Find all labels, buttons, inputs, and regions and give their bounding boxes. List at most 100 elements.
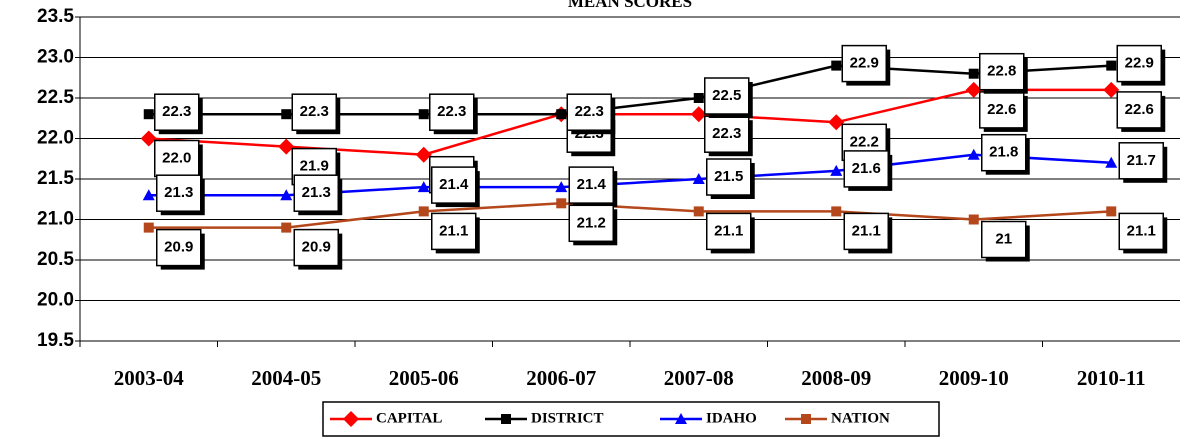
data-label: 22.8: [987, 63, 1016, 80]
marker: [1106, 206, 1117, 217]
data-label: 22.5: [712, 87, 741, 104]
marker: [556, 109, 567, 120]
x-tick-label: 2004-05: [251, 366, 321, 390]
y-tick-label: 22.5: [37, 87, 74, 108]
marker: [555, 181, 568, 193]
label-box: [568, 204, 614, 243]
label-box: [979, 52, 1025, 91]
data-label: 22.6: [987, 101, 1016, 118]
label-box: [154, 139, 200, 178]
data-label: 21.3: [164, 184, 193, 201]
marker: [280, 189, 293, 201]
y-tick-label: 21.0: [37, 209, 74, 230]
label-box: [431, 166, 477, 204]
marker: [1106, 60, 1117, 71]
marker: [418, 109, 429, 120]
marker: [281, 222, 292, 233]
marker: [965, 81, 982, 98]
data-label: 22.6: [1125, 101, 1154, 118]
data-label: 22.2: [850, 133, 879, 150]
data-label: 22.3: [712, 125, 741, 142]
marker: [418, 206, 429, 217]
data-label: 22.3: [437, 103, 466, 120]
label-box: [841, 44, 887, 83]
data-label: 21.1: [714, 222, 743, 239]
y-tick-label: 21.5: [37, 168, 74, 189]
data-label: 21.1: [439, 222, 468, 239]
label-box: [1116, 44, 1162, 83]
legend-label: CAPITAL: [376, 410, 442, 426]
marker: [693, 206, 704, 217]
data-label: 21.1: [852, 222, 881, 239]
marker: [1105, 156, 1118, 168]
marker: [343, 411, 359, 427]
label-box: [843, 212, 889, 251]
label-box: [704, 77, 750, 115]
label-box: [293, 174, 339, 212]
data-label: 21.1: [1127, 222, 1156, 239]
marker: [501, 414, 511, 424]
y-tick-label: 20.5: [37, 249, 74, 270]
x-tick-label: 2010-11: [1077, 366, 1146, 390]
data-label: 21.3: [302, 184, 331, 201]
marker: [675, 413, 687, 424]
label-box: [706, 212, 752, 251]
x-tick-label: 2009-10: [939, 366, 1009, 390]
data-label: 20.9: [164, 239, 193, 256]
marker: [556, 198, 567, 209]
chart-title: MEAN SCORES: [568, 0, 692, 11]
data-label: 22.0: [162, 149, 191, 166]
label-box: [156, 174, 202, 212]
label-box: [706, 158, 752, 196]
label-box: [1118, 212, 1164, 251]
y-tick-label: 19.5: [37, 330, 74, 351]
label-box: [704, 115, 750, 153]
data-label: 22.3: [300, 103, 329, 120]
y-tick-label: 22.0: [37, 128, 74, 149]
y-tick-label: 23.0: [37, 47, 74, 68]
legend-label: IDAHO: [706, 410, 757, 426]
data-label: 21.4: [439, 176, 469, 193]
label-box: [1118, 142, 1164, 180]
marker: [278, 138, 295, 155]
data-label: 21.5: [714, 168, 743, 185]
label-box: [429, 93, 475, 131]
label-box: [979, 91, 1025, 129]
series-line: [148, 202, 1112, 229]
data-label: 21: [995, 230, 1012, 247]
marker: [415, 146, 432, 163]
marker: [692, 173, 705, 184]
label-box: [568, 166, 614, 204]
data-label: 21.8: [989, 144, 1018, 161]
data-label: 22.9: [850, 55, 879, 72]
marker: [417, 181, 430, 193]
legend-label: NATION: [831, 410, 890, 426]
data-label: 22.3: [575, 103, 604, 120]
data-label: 21.7: [1127, 152, 1156, 169]
marker: [142, 189, 155, 201]
data-label: 22.3: [162, 103, 191, 120]
marker: [967, 148, 980, 160]
label-box: [293, 228, 339, 267]
label-box: [291, 93, 337, 131]
marker: [801, 414, 811, 424]
label-box: [1116, 91, 1162, 129]
marker: [143, 222, 154, 233]
legend-label: DISTRICT: [531, 410, 604, 426]
data-label: 21.6: [852, 160, 881, 177]
data-label: 21.9: [300, 158, 329, 175]
label-box: [431, 212, 477, 251]
label-box: [154, 93, 200, 131]
marker: [690, 106, 707, 123]
marker: [693, 93, 704, 103]
marker: [828, 114, 845, 131]
x-tick-label: 2008-09: [801, 366, 871, 390]
label-box: [843, 150, 889, 188]
label-box: [156, 228, 202, 267]
label-box: [566, 93, 612, 131]
data-label: 21.4: [577, 176, 607, 193]
label-box: [981, 133, 1027, 172]
marker: [831, 60, 842, 71]
x-tick-label: 2007-08: [664, 366, 734, 390]
